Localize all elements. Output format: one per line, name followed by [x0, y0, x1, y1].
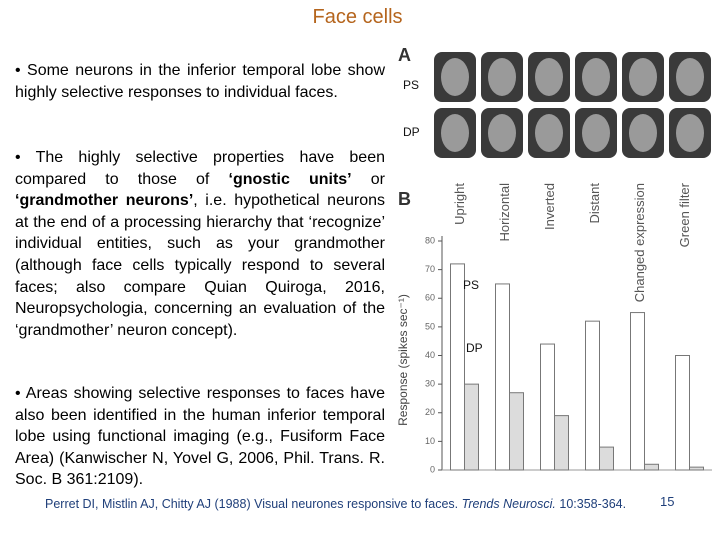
bar: [585, 320, 600, 471]
text: or: [351, 170, 385, 188]
journal: Trends Neurosci.: [461, 497, 556, 511]
y-tick-label: 80: [425, 235, 435, 245]
bar: [450, 263, 465, 471]
text: 10:358-364.: [559, 497, 627, 511]
face: [582, 58, 610, 96]
text: • The highly selective properties have b…: [15, 149, 385, 188]
y-tick-label: 50: [425, 321, 435, 331]
bullet: • Areas showing selective responses to f…: [15, 385, 385, 489]
face: [441, 114, 469, 152]
y-tick-label: 60: [425, 293, 435, 303]
y-tick-label: 20: [425, 407, 435, 417]
panel-label: A: [398, 45, 411, 65]
bar: [464, 383, 479, 471]
text: Perret DI, Mistlin AJ, Chitty AJ (1988) …: [45, 497, 459, 511]
text: , i.e. hypothetical neurons at the end o…: [15, 192, 385, 339]
face: [535, 114, 563, 152]
face: [676, 58, 704, 96]
bullet: • The highly selective properties have b…: [15, 147, 385, 341]
slide-title: Face cells: [312, 6, 403, 28]
bar: [675, 355, 690, 471]
x-tick-label: Horizontal: [497, 183, 512, 242]
page-number: 15: [660, 494, 675, 509]
bar: [540, 343, 555, 471]
face: [488, 114, 516, 152]
face: [629, 114, 657, 152]
y-tick-label: 10: [425, 436, 435, 446]
bar: [509, 392, 524, 471]
bold-text: ‘gnostic units’: [228, 170, 352, 188]
y-tick-label: 0: [430, 464, 435, 474]
x-tick-label: Inverted: [542, 183, 557, 230]
row-label: PS: [403, 78, 419, 92]
face: [582, 114, 610, 152]
face: [676, 114, 704, 152]
row-label: DP: [403, 125, 420, 139]
series-label: PS: [463, 278, 479, 292]
x-tick-label: Upright: [452, 183, 467, 225]
y-tick-label: 40: [425, 350, 435, 360]
bar: [554, 415, 569, 471]
bold-text: ‘grandmother neurons’: [15, 192, 194, 210]
x-tick-label: Distant: [587, 183, 602, 224]
citation: Perret DI, Mistlin AJ, Chitty AJ (1988) …: [45, 497, 626, 511]
bar: [689, 466, 704, 471]
face: [629, 58, 657, 96]
bar: [599, 446, 614, 471]
panel-label: B: [398, 189, 411, 209]
y-tick-label: 70: [425, 264, 435, 274]
x-tick-label: Changed expression: [632, 183, 647, 302]
y-axis-label: Response (spikes sec⁻¹): [396, 294, 410, 426]
x-tick-label: Green filter: [677, 182, 692, 247]
face: [488, 58, 516, 96]
photo-grid: [434, 52, 711, 158]
face: [535, 58, 563, 96]
bullet: • Some neurons in the inferior temporal …: [15, 62, 385, 101]
bar: [644, 463, 659, 471]
face: [441, 58, 469, 96]
series-label: DP: [466, 341, 483, 355]
y-tick-label: 30: [425, 379, 435, 389]
bar: [495, 283, 510, 471]
bar: [630, 312, 645, 471]
